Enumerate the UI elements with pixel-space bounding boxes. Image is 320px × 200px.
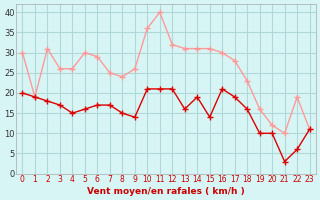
X-axis label: Vent moyen/en rafales ( km/h ): Vent moyen/en rafales ( km/h ) (87, 187, 245, 196)
